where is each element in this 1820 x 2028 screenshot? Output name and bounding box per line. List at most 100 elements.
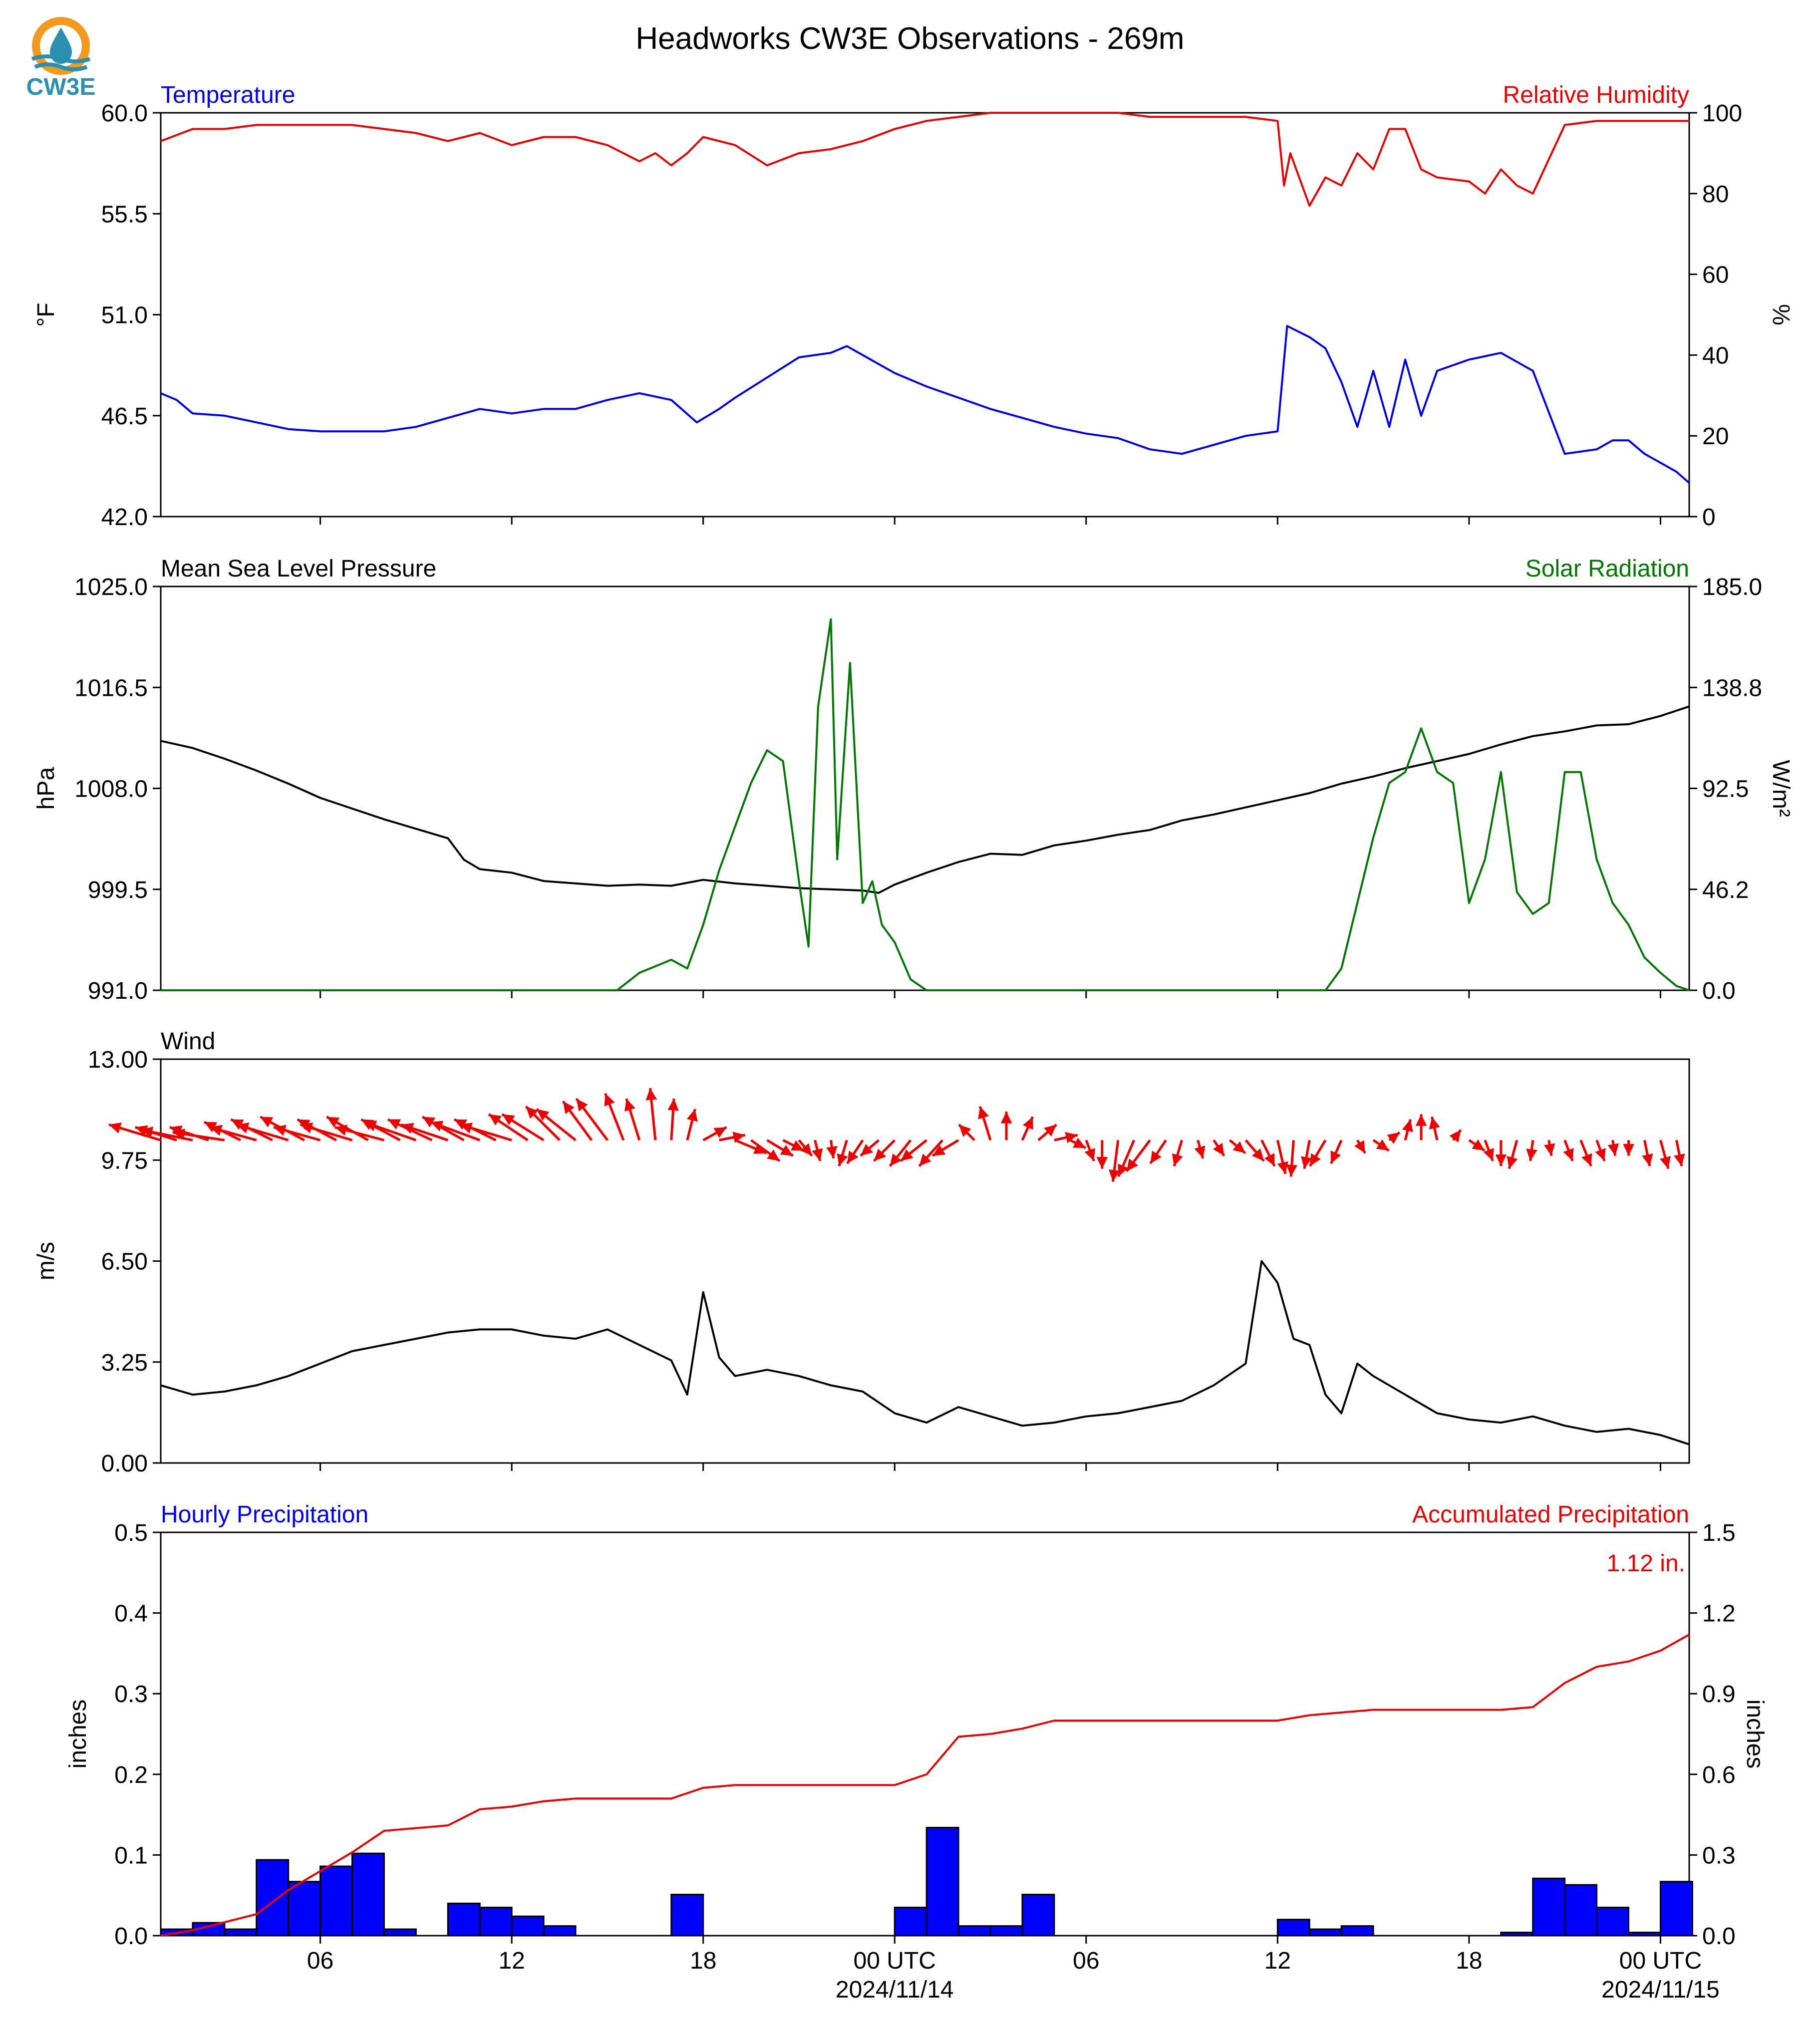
wind-arrow-head — [686, 1109, 698, 1122]
wind-arrow-head — [978, 1106, 989, 1120]
precip-bar — [447, 1902, 481, 1937]
precip-bar — [670, 1894, 704, 1937]
wind-arrow — [1607, 1140, 1619, 1156]
wind-arrow — [1069, 1138, 1087, 1150]
wind-arrow-head — [1674, 1154, 1685, 1166]
wind-arrow — [1543, 1140, 1555, 1156]
figure-title: Headworks CW3E Observations - 269m — [635, 21, 1184, 56]
wind-arrow-head — [780, 1145, 793, 1156]
wind-arrow-head — [860, 1144, 874, 1156]
y-tick-label-left: 0.3 — [114, 1681, 148, 1708]
wind-arrow — [1429, 1116, 1440, 1141]
y-axis-title-left: hPa — [33, 767, 59, 810]
wind-arrow — [1054, 1132, 1078, 1143]
panel-left-label: Hourly Precipitation — [161, 1501, 368, 1528]
wind-arrow-head — [1118, 1163, 1129, 1177]
wind-arrow — [1415, 1114, 1427, 1141]
wind-arrow-head — [1172, 1153, 1183, 1166]
y-tick-label-right: 92.5 — [1702, 776, 1749, 803]
wind-arrow — [1402, 1119, 1413, 1141]
wind-arrow — [421, 1116, 465, 1142]
wind-arrow-head — [1022, 1117, 1033, 1130]
wind-arrow-head — [460, 1122, 473, 1134]
wind-arrow-head — [502, 1114, 515, 1126]
wind-arrow-head — [1402, 1119, 1413, 1133]
wind-arrow — [1595, 1140, 1606, 1161]
precip-bar — [256, 1859, 290, 1937]
y-tick-label-left: 13.00 — [88, 1047, 148, 1073]
wind-arrow — [889, 1139, 912, 1167]
y-tick-label-right: 0.6 — [1702, 1762, 1736, 1788]
precip-bar — [543, 1925, 577, 1937]
wind-arrow — [702, 1126, 727, 1142]
y-tick-label-left: 55.5 — [101, 201, 148, 228]
wind-arrow-head — [260, 1117, 274, 1128]
wind-arrow-head — [932, 1145, 946, 1156]
wind-arrow — [645, 1088, 657, 1141]
wind-arrow-head — [874, 1149, 887, 1161]
wind-arrow-head — [1096, 1157, 1108, 1169]
y-axis-title-left: °F — [33, 302, 59, 327]
wind-arrow — [624, 1098, 641, 1141]
wind-arrow — [1000, 1112, 1012, 1141]
x-tick-label: 00 UTC — [1619, 1948, 1702, 1974]
wind-arrow-head — [1073, 1138, 1086, 1148]
wind-arrow — [575, 1098, 608, 1141]
wind-arrow — [459, 1122, 512, 1142]
wind-arrow-head — [713, 1127, 727, 1138]
panel-3: Wind 0.00 3.25 6.50 9.75 13.00 m/s — [33, 1028, 1690, 1477]
x-tick-label: 12 — [1264, 1948, 1291, 1974]
wind-arrow-head — [1472, 1139, 1485, 1151]
wind-arrow-head — [172, 1128, 185, 1140]
wind-arrow-head — [1642, 1154, 1653, 1166]
wind-arrow-head — [1150, 1151, 1162, 1164]
precip-bar — [1596, 1906, 1630, 1937]
precip-bar — [351, 1852, 385, 1937]
wind-arrow — [958, 1124, 975, 1142]
wind-arrow-head — [300, 1122, 313, 1134]
wind-arrow — [798, 1139, 813, 1157]
y-tick-label-left: 1016.5 — [74, 675, 148, 701]
wind-arrow — [1260, 1140, 1276, 1167]
wind-arrow — [1084, 1140, 1095, 1161]
wind-arrow-head — [604, 1093, 615, 1107]
wind-arrow-head — [326, 1117, 340, 1128]
wind-arrow — [1228, 1139, 1246, 1155]
wind-arrow-head — [791, 1140, 804, 1151]
wind-arrow-head — [537, 1109, 550, 1121]
wind-arrow-head — [1126, 1159, 1138, 1171]
wind-arrow-head — [847, 1151, 859, 1164]
x-tick-label: 00 UTC — [854, 1948, 936, 1974]
wind-arrow-head — [1044, 1125, 1057, 1137]
wind-arrow — [1674, 1140, 1685, 1166]
precip-bar — [1532, 1877, 1566, 1937]
wind-arrow-head — [1581, 1153, 1592, 1166]
wind-arrow — [1172, 1140, 1183, 1166]
wind-arrow — [140, 1126, 193, 1142]
y-tick-label-right: 100 — [1702, 100, 1742, 127]
y-tick-label-left: 0.1 — [114, 1842, 148, 1869]
wind-arrow-head — [140, 1126, 154, 1138]
wind-arrow-head — [901, 1149, 913, 1161]
precip-bar — [894, 1906, 927, 1937]
y-tick-label-right: 20 — [1702, 423, 1729, 450]
wind-arrow — [1623, 1140, 1634, 1156]
wind-arrow-head — [334, 1125, 348, 1136]
wind-arrow — [501, 1113, 545, 1142]
wind-arrow — [363, 1120, 417, 1142]
y-axis-title-right: inches — [1742, 1700, 1768, 1769]
wind-arrow-head — [1563, 1148, 1574, 1161]
y-axis-title-left: m/s — [33, 1242, 59, 1280]
wind-arrow — [1109, 1140, 1120, 1182]
y-tick-label-right: 1.5 — [1702, 1520, 1736, 1546]
wind-arrow — [300, 1122, 353, 1142]
y-tick-label-right: 0.0 — [1702, 1923, 1736, 1950]
wind-arrow-head — [1300, 1156, 1312, 1169]
wind-arrow — [846, 1139, 864, 1164]
accumulated-total-label: 1.12 in. — [1607, 1550, 1685, 1577]
wind-arrow-head — [576, 1099, 588, 1112]
panel-left-label: Temperature — [161, 82, 295, 108]
wind-arrow — [1659, 1140, 1671, 1169]
wind-arrow-head — [1213, 1143, 1224, 1156]
x-tick-label: 12 — [498, 1948, 525, 1974]
